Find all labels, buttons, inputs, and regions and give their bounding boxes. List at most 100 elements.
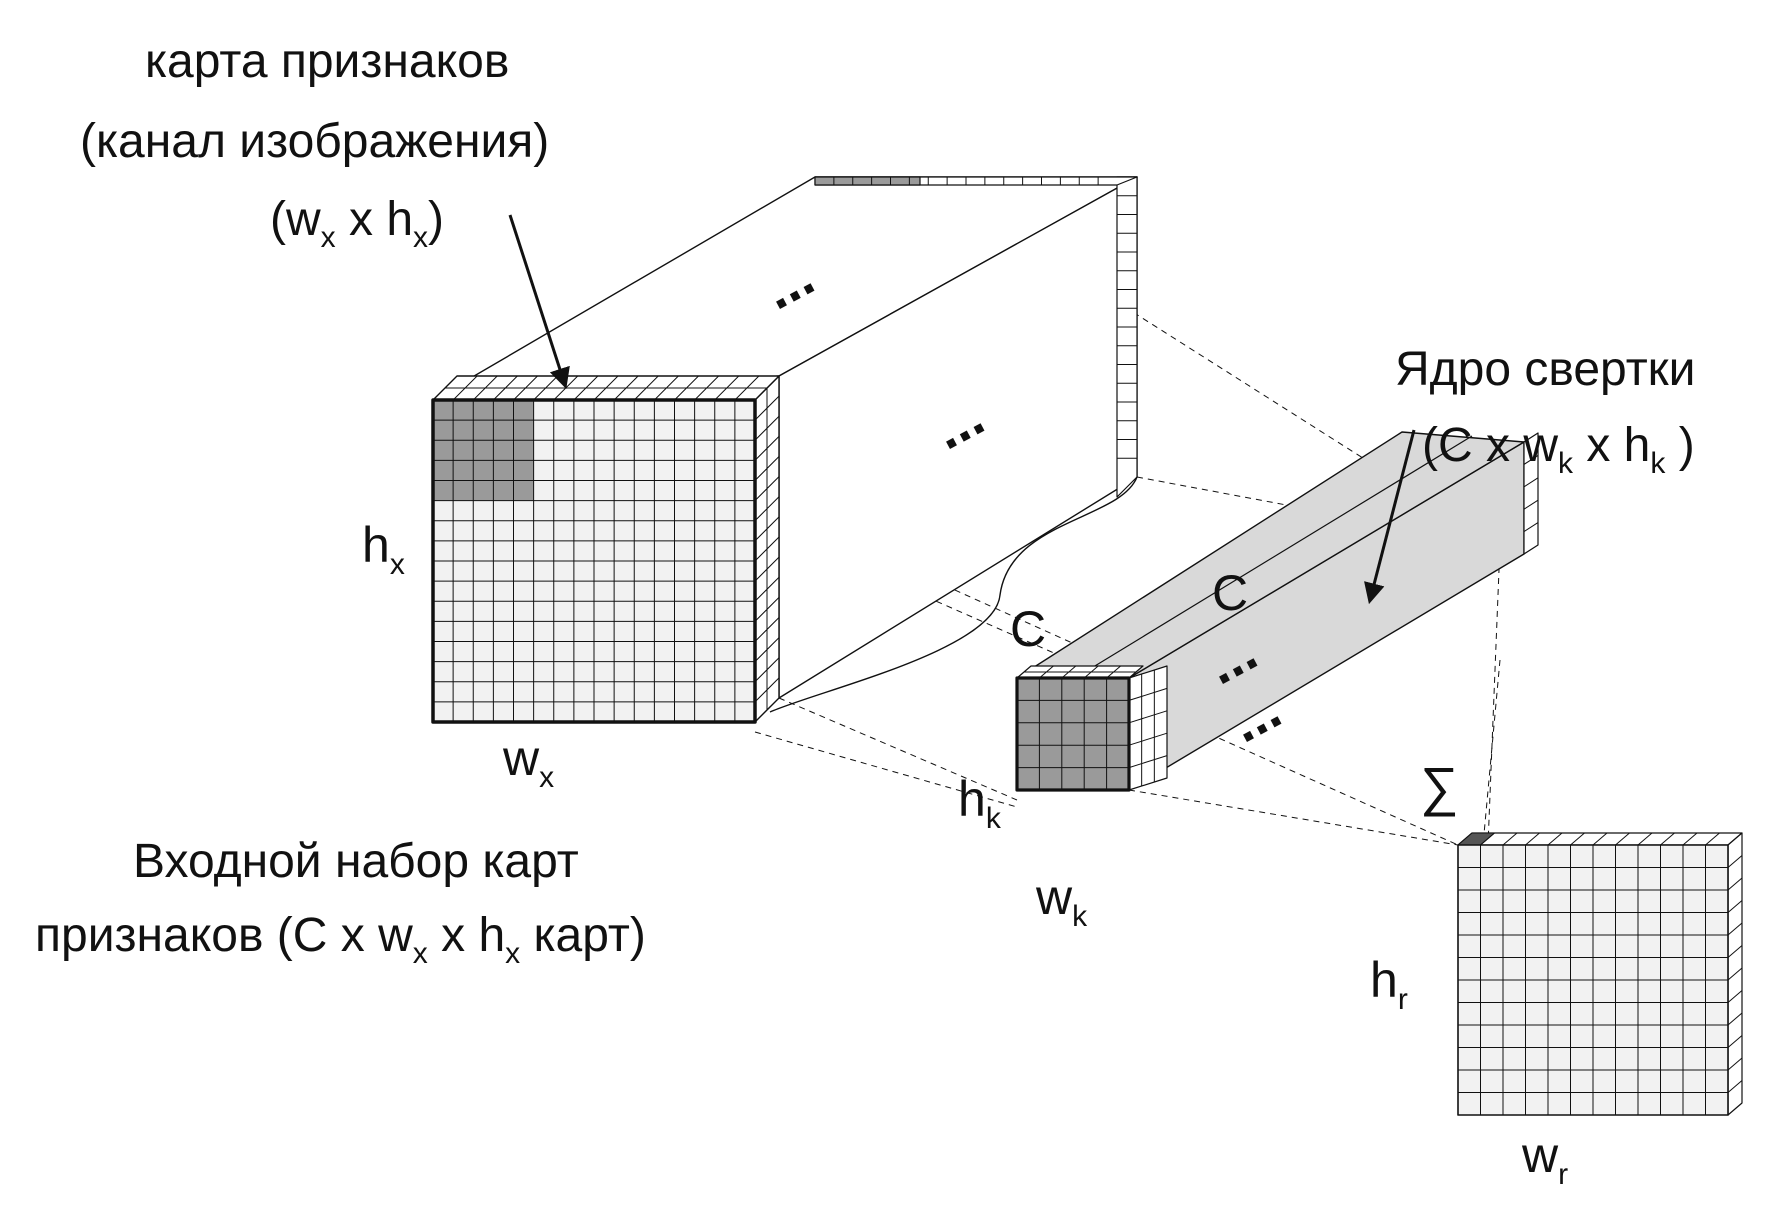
kernel-height-label: hk — [958, 771, 1001, 834]
feature-map-title-line2-text: (канал изображения) — [80, 115, 550, 168]
front-slab-side-grid-line — [754, 476, 780, 501]
kernel-back-grid — [1523, 454, 1539, 533]
kernel-depth-label: C — [1212, 568, 1248, 618]
result-top-grid-line — [1637, 832, 1653, 846]
front-face-grid — [433, 400, 755, 722]
result-top-grid-line — [1570, 832, 1585, 846]
result-top-grid-line — [1502, 832, 1518, 846]
back-slab-top-grid — [833, 177, 1099, 185]
front-slab-side-grid-line — [754, 456, 780, 481]
kernel-caption-post: ) — [1665, 419, 1695, 472]
receptive-field — [433, 400, 534, 501]
kernel-caption-line1: Ядро свертки — [1395, 346, 1696, 394]
result-side-grid-line — [1727, 877, 1743, 891]
front-slab-side-grid-line — [754, 597, 780, 622]
kernel-back-grid-line — [1523, 522, 1539, 533]
front-slab-side-grid-line — [754, 516, 780, 542]
input-depth-label: C — [1010, 604, 1046, 654]
proj-line — [754, 731, 1018, 808]
kernel-caption-line1-text: Ядро свертки — [1395, 343, 1696, 396]
kernel-w-sub: k — [1072, 900, 1088, 933]
input-height-label: hx — [362, 517, 405, 580]
input-caption-line1-text: Входной набор карт — [133, 835, 579, 888]
kernel-front-side-grid-line — [1128, 732, 1168, 746]
input-caption-post: карт) — [520, 909, 646, 962]
kernel-front-side-grid-line — [1128, 687, 1168, 701]
kernel-front-border — [1015, 676, 1131, 792]
kernel-front-side-grid — [1128, 670, 1168, 786]
feature-map-arrow — [508, 214, 570, 389]
result-top-grid-line — [1682, 832, 1698, 846]
size-close: ) — [428, 193, 445, 246]
input-caption-sub1: x — [412, 937, 428, 970]
result-top-grid-line — [1660, 832, 1675, 846]
feature-map-title-line1: карта признаков — [145, 35, 510, 88]
result-face-grid — [1458, 845, 1728, 1115]
back-slab-highlight — [814, 176, 921, 186]
input-caption-line2: признаков (C x wx x hx карт) — [35, 909, 646, 969]
result-top-grid-line — [1547, 832, 1563, 846]
result-top-grid-line — [1525, 832, 1540, 846]
front-slab-side-grid-line — [754, 637, 780, 662]
result-side-grid-line — [1727, 967, 1743, 981]
kernel-front-top-grid — [1024, 665, 1136, 679]
result-side-grid-line — [1727, 922, 1743, 936]
sum-symbol: ∑ — [1420, 760, 1459, 814]
front-slab-side-grid-line — [754, 415, 780, 441]
result-top-grid-line — [1480, 832, 1495, 846]
result-height-label: hr — [1370, 955, 1408, 1015]
front-slab-side-grid — [754, 388, 780, 710]
back-slab-side — [1116, 176, 1138, 498]
kernel-h-sub: k — [985, 802, 1001, 835]
result-side-grid-line — [1727, 1080, 1743, 1093]
result-h-sub: r — [1397, 983, 1408, 1016]
result-w: w — [1522, 1127, 1559, 1183]
input-w: w — [503, 730, 540, 786]
front-slab-side-grid-line — [754, 395, 780, 421]
kernel-h: h — [958, 771, 986, 827]
result-side-grid — [1727, 855, 1743, 1093]
front-slab-side-grid-line — [754, 496, 780, 522]
back-slab-grid — [1117, 195, 1137, 459]
kernel-caption-line2: (C x wk x hk ) — [1422, 419, 1695, 479]
size-open: (w — [270, 193, 321, 246]
result-side-grid-line — [1727, 855, 1743, 868]
front-slab-side-grid-line — [754, 556, 780, 582]
kernel-front-grid — [1017, 678, 1129, 790]
kernel-arrow — [1364, 429, 1416, 605]
result-side-grid-line — [1727, 1035, 1743, 1048]
input-caption-mid: x h — [427, 909, 506, 962]
front-slab-side-grid-line — [754, 436, 780, 461]
kernel-back-grid-line — [1523, 454, 1539, 465]
kernel-back-end — [1523, 432, 1539, 555]
kernel-front-side-grid-line — [1128, 755, 1168, 769]
front-slab-side-grid-line — [754, 657, 780, 683]
feature-map-title-line2: (канал изображения) — [80, 118, 549, 166]
proj-line — [1128, 789, 1459, 846]
result-side-grid-line — [1727, 1012, 1743, 1026]
front-slab-side-grid-line — [754, 617, 780, 642]
kernel-bar-ridge — [1084, 435, 1473, 673]
proj-line — [533, 423, 1130, 687]
feature-map-size: (wx x hx) — [270, 193, 445, 253]
input-width-label: wx — [503, 730, 554, 793]
front-slab-side-grid-line — [754, 536, 780, 562]
proj-line — [1487, 544, 1501, 846]
result-side-grid-line — [1727, 1057, 1743, 1071]
kernel-c: C — [1212, 565, 1249, 621]
kernel-caption-pre: (C x w — [1422, 419, 1558, 472]
result-top-grid — [1480, 832, 1720, 846]
input-w-sub: x — [539, 761, 555, 794]
input-caption-sub2: x — [505, 937, 521, 970]
result-w-sub: r — [1558, 1158, 1569, 1191]
result-side-grid-line — [1727, 900, 1743, 913]
input-h-sub: x — [389, 548, 405, 581]
result-top-grid-line — [1705, 832, 1720, 846]
input-h: h — [362, 517, 390, 573]
front-slab-side-grid-line — [754, 576, 780, 602]
size-sub-h: x — [413, 221, 429, 254]
proj-line — [1482, 659, 1501, 846]
kernel-caption-mid: x h — [1572, 419, 1651, 472]
kernel-back-grid-line — [1523, 477, 1539, 488]
